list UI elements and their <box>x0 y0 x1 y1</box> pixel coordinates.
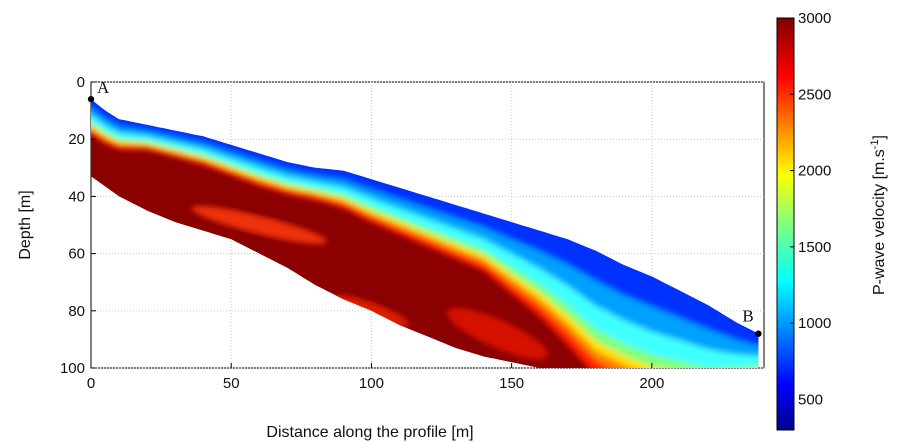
profile-endpoints: AB <box>87 78 762 337</box>
colorbar-ticks: 500 1000 1500 2000 2500 3000 <box>790 10 831 408</box>
x-tick-label: 100 <box>359 375 384 392</box>
colorbar-label-main: P-wave velocity [m.s <box>871 149 888 295</box>
colorbar-tick-label: 1500 <box>798 239 831 256</box>
y-tick-label: 100 <box>60 360 85 377</box>
point-B-label: B <box>742 307 753 326</box>
x-axis-label: Distance along the profile [m] <box>266 424 473 441</box>
y-tick-label: 40 <box>68 188 85 205</box>
x-axis: 0 50 100 150 200 <box>87 363 664 392</box>
point-B-marker <box>755 330 762 337</box>
colorbar <box>776 17 795 431</box>
y-tick-label: 60 <box>68 246 85 263</box>
colorbar-tick-label: 2500 <box>798 86 831 103</box>
velocity-field <box>91 99 759 368</box>
point-A-label: A <box>97 78 110 97</box>
y-tick-label: 0 <box>77 74 85 91</box>
colorbar-tick-label: 2000 <box>798 163 831 180</box>
x-tick-label: 150 <box>499 375 524 392</box>
velocity-model <box>91 99 759 368</box>
y-axis: 0 20 40 60 80 100 <box>60 74 96 377</box>
y-tick-label: 80 <box>68 303 85 320</box>
colorbar-label: P-wave velocity [m.s-1] <box>869 135 888 295</box>
y-tick-label: 20 <box>68 131 85 148</box>
low-velocity-layers <box>91 99 759 368</box>
x-tick-label: 50 <box>223 375 240 392</box>
velocity-band-6 <box>91 99 759 346</box>
colorbar-tick-label: 3000 <box>798 10 831 27</box>
colorbar-label-end: ] <box>871 135 888 139</box>
colorbar-label-superscript: -1 <box>869 139 881 149</box>
y-axis-label: Depth [m] <box>17 190 34 259</box>
colorbar-tick-label: 1000 <box>798 315 831 332</box>
velocity-lens <box>447 307 549 360</box>
velocity-lens <box>191 205 328 245</box>
x-tick-label: 0 <box>87 375 95 392</box>
colorbar-tick-label: 500 <box>798 391 823 408</box>
velocity-lens <box>333 295 410 327</box>
x-tick-label: 200 <box>639 375 664 392</box>
point-A-marker <box>87 95 95 103</box>
